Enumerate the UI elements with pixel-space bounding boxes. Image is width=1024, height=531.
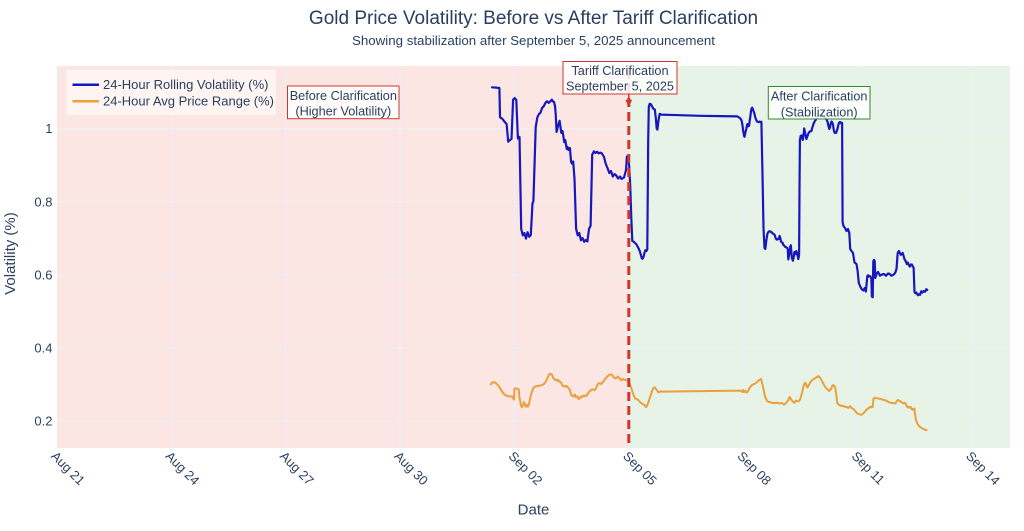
svg-text:(Stabilization): (Stabilization) [781,105,858,119]
svg-text:After Clarification: After Clarification [771,89,868,103]
svg-text:Before Clarification: Before Clarification [290,89,397,103]
svg-text:(Higher Volatility): (Higher Volatility) [295,104,391,118]
svg-text:24-Hour Avg Price Range (%): 24-Hour Avg Price Range (%) [103,94,274,109]
svg-text:0.2: 0.2 [34,414,52,429]
svg-text:0.8: 0.8 [34,194,52,209]
svg-text:Volatility (%): Volatility (%) [2,212,19,295]
svg-text:24-Hour Rolling Volatility (%): 24-Hour Rolling Volatility (%) [103,77,268,92]
svg-text:0.6: 0.6 [34,267,52,282]
svg-text:0.4: 0.4 [34,341,52,356]
svg-text:September 5, 2025: September 5, 2025 [566,80,674,94]
svg-text:1: 1 [45,121,52,136]
svg-text:Gold Price Volatility: Before: Gold Price Volatility: Before vs After T… [309,8,758,29]
svg-text:Date: Date [518,502,550,519]
svg-text:Showing stabilization after Se: Showing stabilization after September 5,… [352,33,715,48]
svg-text:Tariff Clarification: Tariff Clarification [571,64,668,78]
